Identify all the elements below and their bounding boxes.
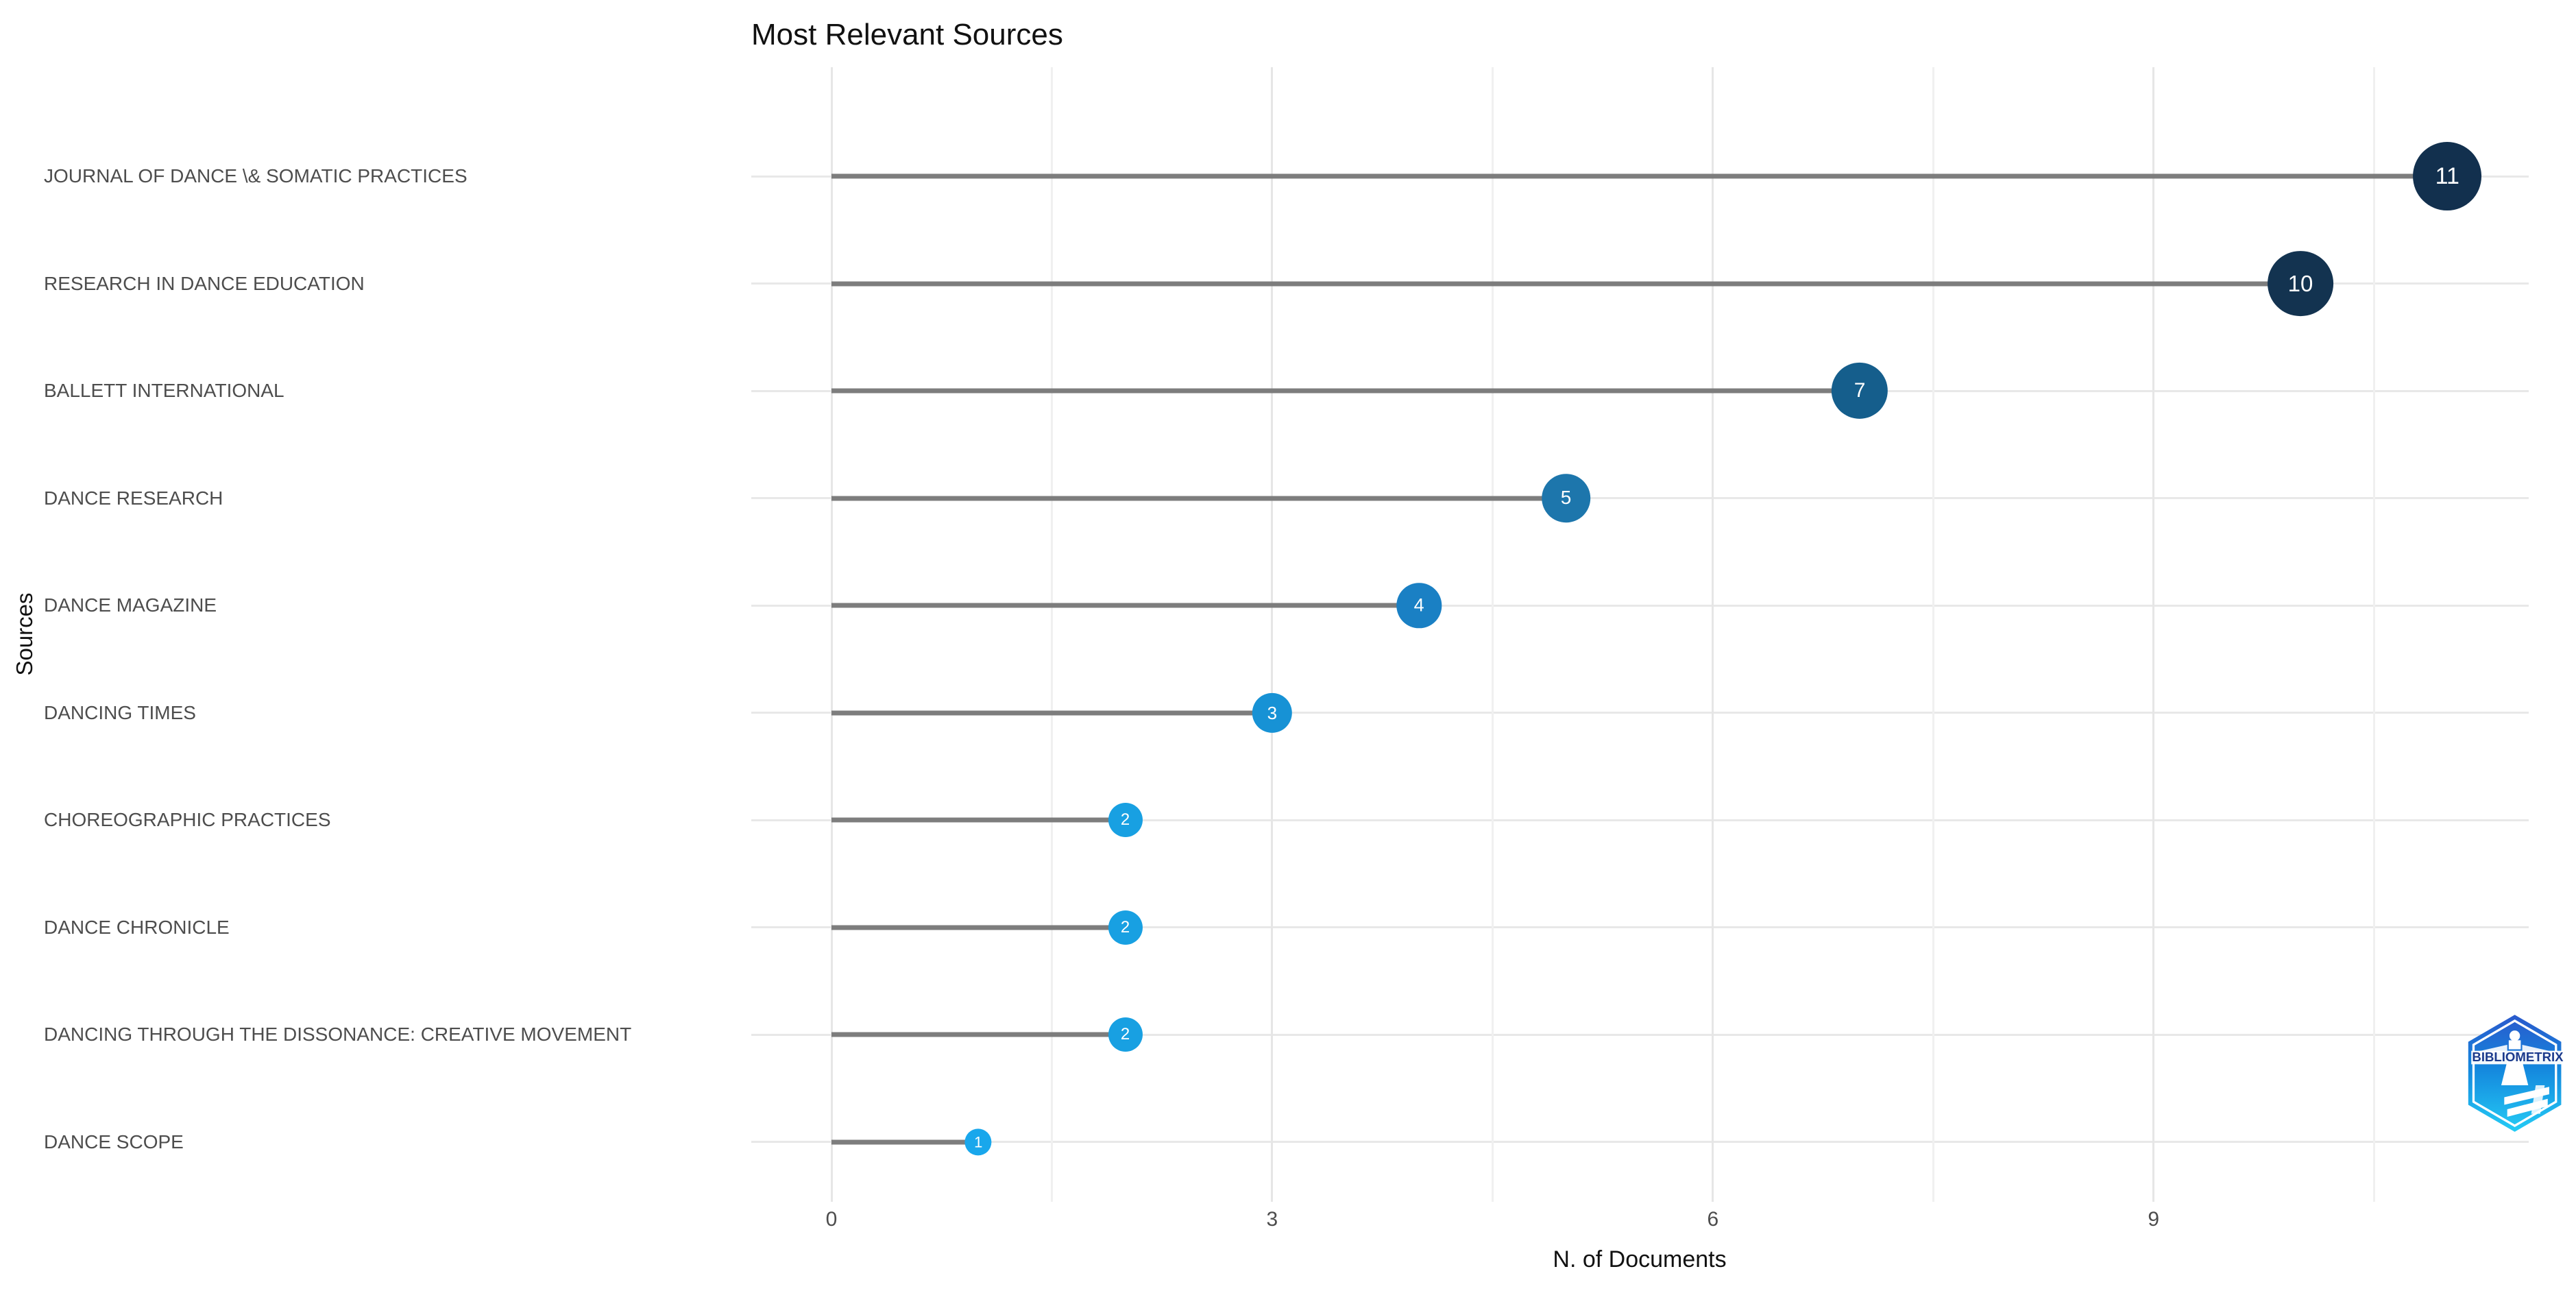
gridline-horizontal xyxy=(751,819,2529,821)
logo-stripe-3 xyxy=(2531,1085,2545,1114)
gridline-horizontal xyxy=(751,604,2529,607)
lollipop-stem xyxy=(831,1032,1126,1037)
gridline-horizontal xyxy=(751,497,2529,500)
bibliometrix-logo-graphic: BIBLIOMETRIX xyxy=(2468,1015,2571,1132)
logo-lighthouse-dome xyxy=(2509,1030,2520,1041)
gridline-vertical-minor xyxy=(1932,67,1934,1202)
data-point: 2 xyxy=(1108,910,1143,945)
data-point: 2 xyxy=(1108,1017,1143,1052)
logo-lighthouse-tower xyxy=(2501,1061,2529,1085)
gridline-vertical-minor xyxy=(1050,67,1053,1202)
data-point: 10 xyxy=(2268,250,2333,317)
lollipop-stem xyxy=(831,603,1420,608)
x-tick-label: 6 xyxy=(1707,1208,1719,1231)
logo-text-band xyxy=(2471,1050,2571,1065)
gridline-vertical-major xyxy=(1712,67,1714,1202)
gridline-vertical-major xyxy=(1271,67,1274,1202)
lollipop-stem xyxy=(831,710,1272,716)
gridline-horizontal xyxy=(751,1141,2529,1144)
gridline-vertical-major xyxy=(830,67,833,1202)
logo-lighthouse-lantern xyxy=(2508,1040,2521,1050)
category-label: DANCE CHRONICLE xyxy=(44,916,230,938)
lollipop-stem xyxy=(831,281,2300,287)
lollipop-stem xyxy=(831,925,1126,930)
category-label: CHOREOGRAPHIC PRACTICES xyxy=(44,809,331,831)
gridline-horizontal xyxy=(751,1033,2529,1036)
gridline-vertical-minor xyxy=(1491,67,1494,1202)
lollipop-stem xyxy=(831,173,2448,179)
category-label: JOURNAL OF DANCE \& SOMATIC PRACTICES xyxy=(44,165,467,186)
data-point: 4 xyxy=(1396,583,1442,628)
x-axis-title: N. of Documents xyxy=(1553,1246,1727,1272)
category-label: DANCING THROUGH THE DISSONANCE: CREATIVE… xyxy=(44,1024,632,1046)
gridline-horizontal xyxy=(751,712,2529,714)
data-point: 1 xyxy=(964,1128,992,1156)
data-point: 5 xyxy=(1541,473,1591,523)
gridline-vertical-minor xyxy=(2372,67,2375,1202)
x-tick-label: 9 xyxy=(2148,1208,2160,1231)
data-point: 11 xyxy=(2413,142,2482,210)
gridline-horizontal xyxy=(751,926,2529,929)
bibliometrix-logo: BIBLIOMETRIX xyxy=(2459,1013,2576,1133)
lollipop-stem xyxy=(831,388,1860,394)
gridline-vertical-major xyxy=(2152,67,2155,1202)
chart-title: Most Relevant Sources xyxy=(751,18,1063,51)
lollipop-stem xyxy=(831,496,1566,501)
category-label: DANCE MAGAZINE xyxy=(44,594,217,616)
lollipop-stem xyxy=(831,1139,979,1145)
category-label: DANCE SCOPE xyxy=(44,1131,184,1152)
category-label: DANCE RESEARCH xyxy=(44,487,223,509)
x-tick-label: 0 xyxy=(825,1208,838,1231)
data-point: 2 xyxy=(1108,803,1143,838)
category-label: RESEARCH IN DANCE EDUCATION xyxy=(44,272,365,294)
data-point: 3 xyxy=(1252,692,1293,733)
logo-text: BIBLIOMETRIX xyxy=(2472,1050,2564,1064)
x-tick-label: 3 xyxy=(1266,1208,1278,1231)
lollipop-stem xyxy=(831,817,1126,823)
category-label: BALLETT INTERNATIONAL xyxy=(44,380,284,402)
category-label: DANCING TIMES xyxy=(44,701,196,723)
data-point: 7 xyxy=(1831,362,1888,420)
logo-hexagon-border xyxy=(2472,1019,2557,1127)
